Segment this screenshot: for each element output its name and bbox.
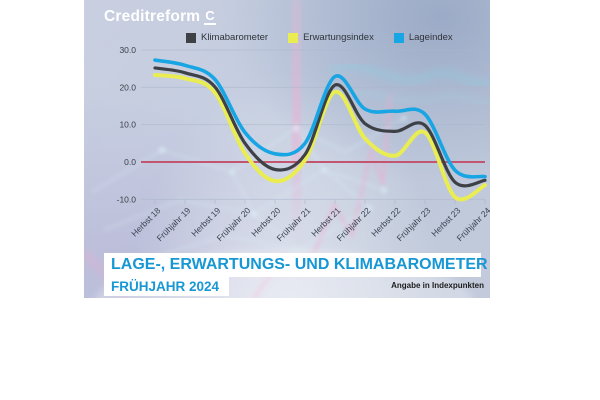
y-tick-label: -10.0 [117,194,137,204]
brand-mark-icon: C [204,8,216,25]
chart-title: LAGE-, ERWARTUNGS- UND KLIMABAROMETER [111,256,488,273]
pink-streak [292,0,301,240]
infographic-card: Creditreform C Klimabarometer Erwartungs… [84,0,490,298]
teal-wave-2 [332,89,490,106]
series-line-erwartungsindex [153,73,487,202]
chart-subtitle: FRÜHJAHR 2024 [111,279,220,294]
y-tick-label: 30.0 [119,45,136,55]
lageindex-swatch-icon [393,32,404,43]
chart-legend: Klimabarometer Erwartungsindex Lageindex [186,32,453,43]
legend-item-lageindex: Lageindex [393,32,453,43]
subtitle-bar: FRÜHJAHR 2024 [104,277,230,296]
klimabarometer-swatch-icon [186,32,196,43]
brand-logo: Creditreform C [104,8,216,26]
legend-label: Klimabarometer [201,32,269,43]
series-line-klimabarometer [153,66,487,188]
y-tick-label: 20.0 [119,82,136,92]
legend-label: Erwartungsindex [303,32,374,43]
brand-name: Creditreform [104,8,201,25]
legend-label: Lageindex [408,32,453,43]
series-line-lageindex [153,58,487,179]
legend-item-klimabarometer: Klimabarometer [186,32,268,43]
teal-wave [327,62,490,88]
erwartungsindex-swatch-icon [288,32,299,43]
y-tick-label: 10.0 [119,120,136,130]
y-tick-label: 0.0 [124,157,136,167]
unit-note: Angabe in Indexpunkten [391,281,484,290]
title-bar: LAGE-, ERWARTUNGS- UND KLIMABAROMETER [104,253,488,277]
network-nodes [159,115,407,217]
legend-item-erwartungsindex: Erwartungsindex [288,32,374,43]
